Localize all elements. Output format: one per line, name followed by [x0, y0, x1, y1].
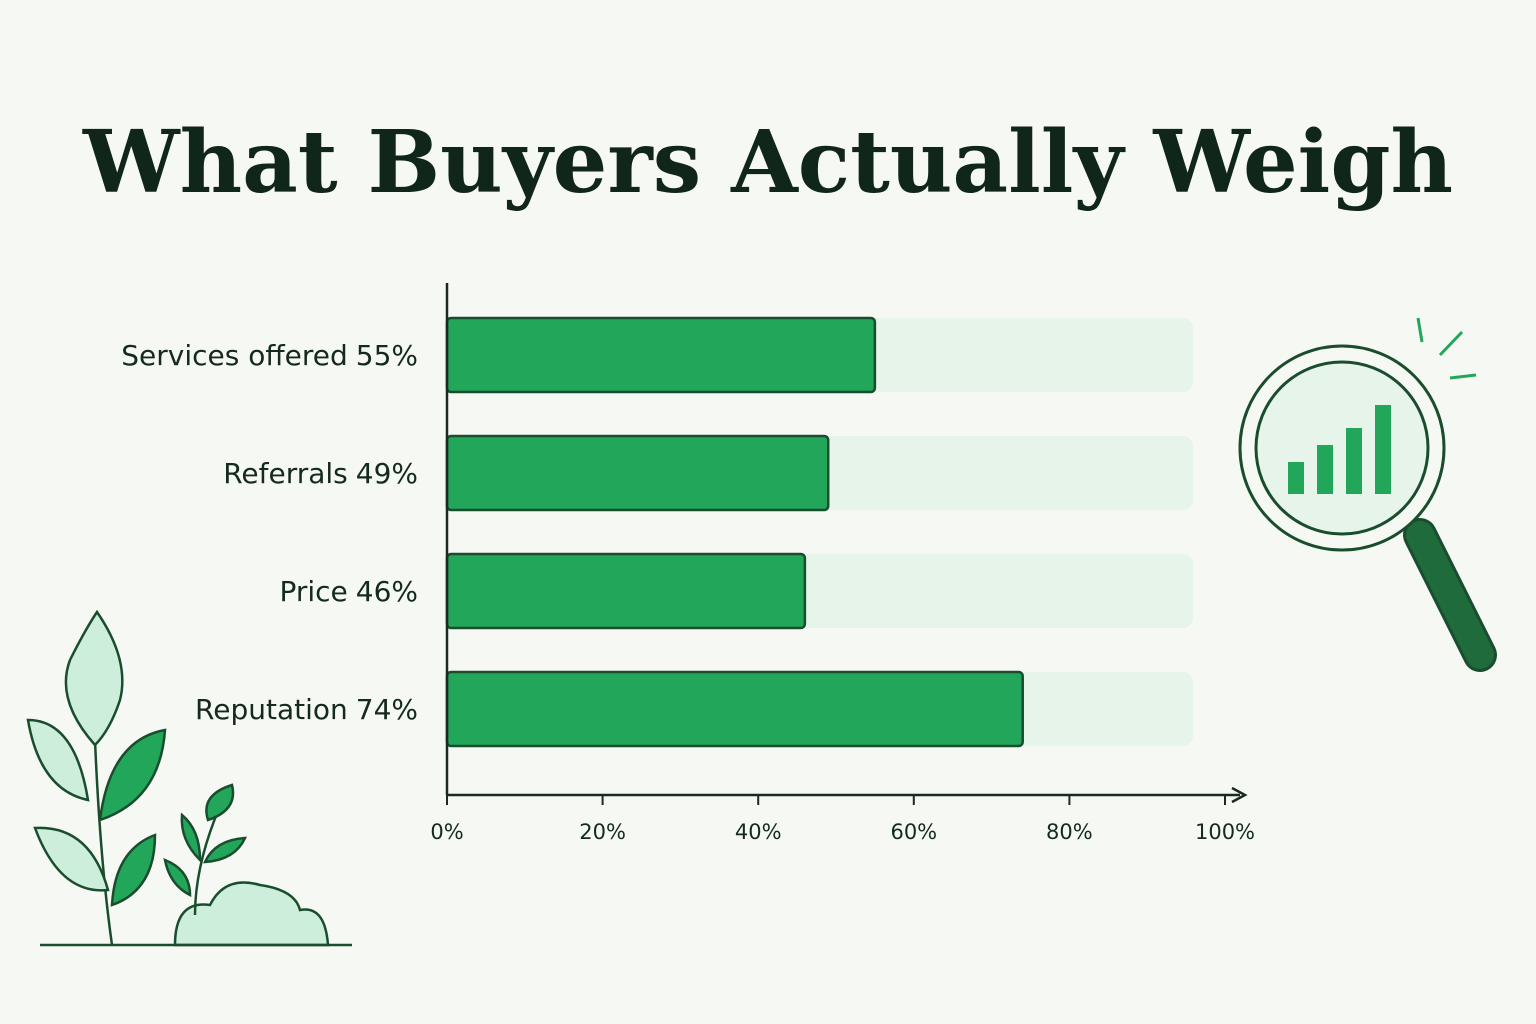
category-label: Referrals 49% [223, 457, 418, 490]
magnifier-icon [1238, 317, 1497, 672]
category-name: Services offered [121, 339, 348, 372]
chart-title: What Buyers Actually Weigh [82, 112, 1453, 213]
category-name: Reputation [195, 693, 348, 726]
bar [445, 316, 877, 394]
x-tick-label: 20% [579, 820, 626, 844]
x-tick-label: 80% [1046, 820, 1093, 844]
plant-illustration [26, 609, 352, 947]
value-label: 55% [356, 339, 418, 372]
value-label: 46% [356, 575, 418, 608]
bar [445, 434, 830, 512]
x-tick-label: 100% [1195, 820, 1255, 844]
category-name: Referrals [223, 457, 348, 490]
category-name: Price [279, 575, 347, 608]
category-label: Services offered 55% [121, 339, 418, 372]
category-label: Reputation 74% [195, 693, 418, 726]
bar [445, 552, 807, 630]
x-tick-label: 0% [430, 820, 463, 844]
value-label: 74% [356, 693, 418, 726]
x-axis-arrow [1231, 786, 1248, 804]
x-tick-label: 60% [890, 820, 937, 844]
x-tick-label: 40% [735, 820, 782, 844]
plot-area: Services offered 55% Referrals 49% Price 46% R… [121, 283, 1255, 844]
category-label: Price 46% [279, 575, 418, 608]
value-label: 49% [356, 457, 418, 490]
bar [445, 670, 1024, 748]
